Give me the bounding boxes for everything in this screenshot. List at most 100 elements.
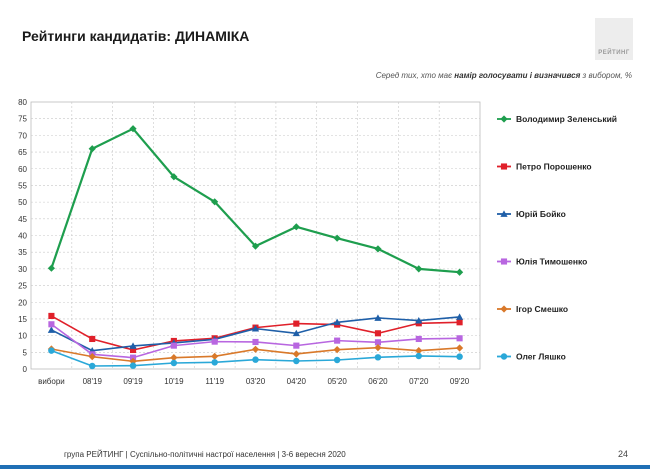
- data-point: [333, 356, 341, 364]
- data-point: [293, 357, 300, 365]
- data-point: [455, 344, 464, 352]
- y-tick-label: 40: [18, 232, 27, 241]
- x-tick-label: 07'20: [409, 377, 429, 386]
- chart-subtitle: Серед тих, хто має намір голосувати і ви…: [376, 71, 632, 80]
- y-tick-label: 50: [18, 198, 27, 207]
- x-tick-label: 11'19: [205, 377, 224, 386]
- data-point: [456, 319, 463, 326]
- data-point: [415, 335, 422, 343]
- legend-item: Юрій Бойко: [497, 209, 566, 219]
- data-point: [292, 329, 300, 337]
- data-point: [374, 344, 382, 352]
- data-point: [455, 268, 464, 276]
- y-tick-label: 30: [18, 265, 27, 274]
- data-point: [48, 347, 55, 354]
- logo-text: РЕЙТИНГ: [598, 50, 630, 56]
- data-point: [170, 173, 178, 181]
- footer-bar: [0, 465, 650, 469]
- legend-label: Петро Порошенко: [516, 162, 592, 172]
- data-point: [47, 264, 56, 272]
- legend-marker: [500, 115, 508, 123]
- legend-item: Ігор Смешко: [497, 304, 568, 314]
- data-point: [415, 317, 423, 324]
- legend-label: Олег Ляшко: [516, 352, 566, 362]
- data-point: [89, 335, 96, 343]
- y-tick-label: 10: [18, 332, 27, 341]
- legend-item: Петро Порошенко: [497, 162, 592, 172]
- x-tick-label: 06'20: [368, 377, 388, 386]
- series-group: [48, 321, 463, 361]
- y-tick-label: 20: [18, 298, 27, 307]
- x-tick-label: вибори: [38, 377, 65, 386]
- x-tick-label: 09'19: [123, 377, 143, 386]
- legend-item: Олег Ляшко: [497, 352, 566, 362]
- data-point: [333, 346, 341, 354]
- data-point: [251, 325, 260, 332]
- data-point: [48, 321, 55, 328]
- data-point: [333, 234, 341, 242]
- data-point: [170, 359, 178, 367]
- x-tick-label: 10'19: [164, 377, 184, 386]
- y-tick-label: 65: [18, 148, 27, 157]
- page-title: Рейтинги кандидатів: ДИНАМІКА: [22, 28, 250, 44]
- subtitle-bold: намір голосувати і визначився: [454, 71, 581, 80]
- legend-item: Юлія Тимошенко: [497, 257, 587, 267]
- footer-text: група РЕЙТИНГ | Суспільно-політичні наст…: [64, 450, 346, 459]
- y-tick-label: 75: [18, 115, 27, 124]
- data-point: [88, 353, 96, 361]
- y-tick-label: 80: [18, 98, 27, 107]
- data-point: [415, 352, 423, 360]
- subtitle-suffix: з вибором, %: [580, 71, 632, 80]
- data-point: [415, 265, 423, 273]
- data-point: [170, 342, 177, 349]
- data-point: [374, 339, 382, 346]
- subtitle-prefix: Серед тих, хто має: [375, 71, 455, 80]
- line-chart: 0 5 10 15 20 25 30 35 40 45 50 55 60 65 70 75 80 вибори 08…: [18, 98, 617, 386]
- data-point: [170, 354, 178, 362]
- data-point: [374, 314, 382, 321]
- y-tick-label: 25: [18, 282, 27, 291]
- data-point: [211, 359, 218, 366]
- data-point: [455, 313, 464, 320]
- legend-label: Ігор Смешко: [516, 304, 568, 314]
- data-point: [88, 362, 96, 370]
- y-tick-label: 55: [18, 181, 27, 190]
- data-point: [374, 354, 382, 361]
- data-point: [374, 330, 382, 337]
- data-point: [333, 318, 341, 326]
- legend-label: Юрій Бойко: [516, 209, 566, 219]
- data-point: [48, 312, 55, 319]
- data-point: [211, 352, 219, 360]
- data-point: [129, 342, 137, 349]
- legend-label: Володимир Зеленський: [516, 114, 617, 124]
- data-point: [293, 342, 300, 349]
- y-tick-label: 70: [18, 131, 27, 140]
- data-point: [252, 338, 259, 346]
- data-point: [129, 362, 137, 369]
- legend-marker: [500, 210, 508, 217]
- data-point: [456, 335, 463, 342]
- data-point: [129, 354, 137, 361]
- y-tick-label: 35: [18, 248, 27, 257]
- brand-logo: РЕЙТИНГ: [595, 18, 633, 60]
- legend-marker: [500, 353, 508, 360]
- series-group: [47, 125, 464, 276]
- y-tick-label: 5: [23, 348, 28, 357]
- y-tick-label: 60: [18, 165, 27, 174]
- data-point: [334, 337, 341, 344]
- data-point: [293, 320, 300, 327]
- data-point: [292, 223, 300, 231]
- x-tick-label: 04'20: [287, 377, 307, 386]
- y-tick-label: 15: [18, 315, 27, 324]
- page-number: 24: [617, 449, 628, 459]
- data-point: [251, 242, 260, 250]
- data-point: [456, 353, 463, 360]
- data-point: [47, 326, 56, 333]
- y-tick-label: 0: [23, 365, 28, 374]
- data-point: [129, 346, 137, 354]
- series-group: [48, 347, 463, 370]
- y-tick-label: 45: [18, 215, 27, 224]
- data-point: [292, 350, 300, 358]
- x-tick-label: 08'19: [83, 377, 103, 386]
- x-tick-label: 05'20: [327, 377, 347, 386]
